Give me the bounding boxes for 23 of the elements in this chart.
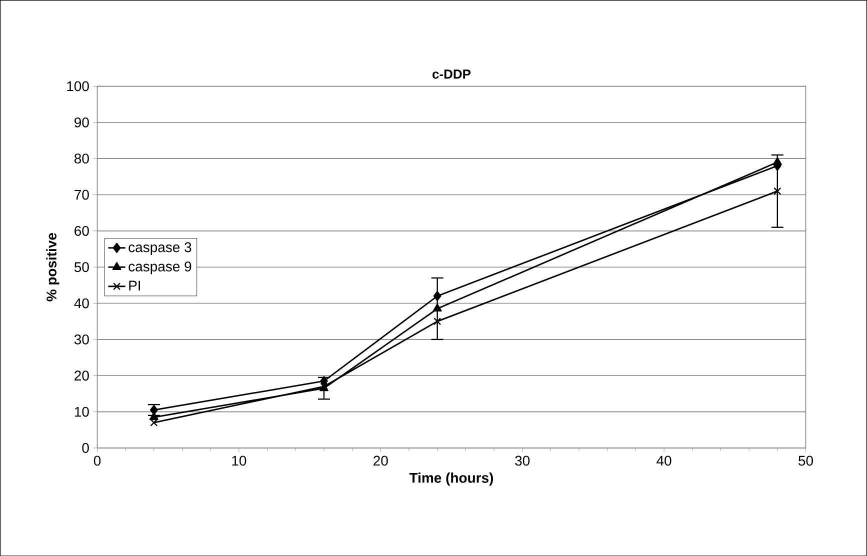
y-tick-label: 60 bbox=[74, 226, 89, 236]
legend-label: caspase 9 bbox=[128, 261, 192, 274]
y-tick-label: 30 bbox=[74, 334, 89, 344]
x-tick-label: 10 bbox=[232, 456, 246, 466]
y-axis-title: % positive bbox=[46, 232, 60, 302]
y-tick-label: 80 bbox=[74, 154, 89, 164]
x-tick-label: 40 bbox=[656, 456, 672, 466]
y-tick-label: 10 bbox=[74, 406, 89, 417]
y-tick-label: 90 bbox=[74, 117, 89, 128]
y-tick-label: 70 bbox=[74, 190, 89, 200]
y-tick-label: 100 bbox=[67, 81, 89, 92]
legend-label: PI bbox=[129, 280, 140, 290]
y-tick-label: 20 bbox=[74, 370, 89, 380]
y-tick-label: 50 bbox=[74, 262, 89, 272]
x-tick-label: 0 bbox=[94, 456, 101, 466]
x-tick-label: 30 bbox=[515, 456, 530, 466]
y-tick-label: 0 bbox=[82, 442, 89, 453]
legend-label: caspase 3 bbox=[128, 242, 192, 255]
x-tick-label: 20 bbox=[374, 456, 388, 466]
x-axis-title: Time (hours) bbox=[409, 472, 494, 486]
y-tick-label: 40 bbox=[74, 298, 89, 308]
x-tick-label: 50 bbox=[798, 456, 813, 466]
chart-title: c-DDP bbox=[432, 70, 471, 79]
